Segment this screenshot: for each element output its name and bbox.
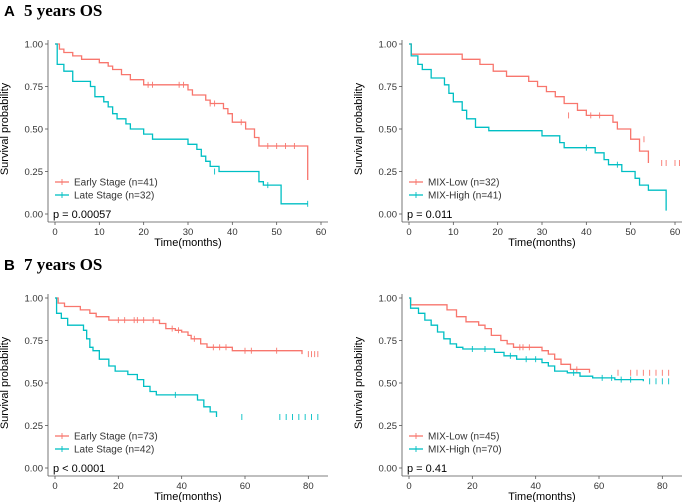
x-tick-label: 20 [138,227,149,238]
y-tick-label: 1.00 [25,40,44,51]
y-tick-label: 1.00 [379,40,398,51]
x-tick-label: 60 [670,227,681,238]
x-axis-title: Time(months) [508,491,575,502]
legend-label: MIX-Low (n=45) [428,432,499,443]
panel-a-title: 5 years OS [24,1,102,20]
km-plot-1: 0.00 0.25 0.50 0.75 1.00 0 10 20 30 40 50 60 Time(mo… [0,40,328,249]
x-tick-label: 80 [303,481,314,492]
survival-curve-teal [409,297,644,382]
x-tick-label: 60 [240,481,251,492]
x-tick-label: 10 [448,227,459,238]
x-tick-label: 20 [467,481,478,492]
y-tick-label: 0.50 [25,379,44,390]
panel-b-title: 7 years OS [24,255,102,274]
x-tick-label: 80 [657,481,668,492]
legend-label: Late Stage (n=32) [74,191,154,202]
survival-curve-teal [409,43,667,211]
y-tick-label: 0.00 [379,210,398,221]
y-tick-label: 0.75 [25,82,44,93]
y-tick-label: 1.00 [379,294,398,305]
y-tick-label: 0.75 [25,336,44,347]
y-tick-label: 0.00 [25,464,44,475]
x-axis-title: Time(months) [154,491,221,502]
survival-curve-red [409,43,650,163]
y-tick-label: 0.25 [379,421,398,432]
y-tick-label: 0.50 [379,125,398,136]
y-tick-label: 0.25 [379,167,398,178]
y-tick-label: 1.00 [25,294,44,305]
survival-curve-red [55,43,309,180]
p-value: p = 0.41 [407,463,447,475]
survival-curve-teal [55,297,218,417]
x-tick-label: 50 [271,227,282,238]
y-tick-label: 0.25 [25,421,44,432]
y-axis-title: Survival probability [353,82,365,175]
x-axis-title: Time(months) [154,237,221,249]
p-value: p < 0.0001 [53,463,105,475]
km-plot-3: 0.00 0.25 0.50 0.75 1.00 0 20 40 60 80 Time(months… [0,294,328,502]
y-tick-label: 0.00 [25,210,44,221]
x-tick-label: 40 [227,227,238,238]
x-tick-label: 0 [52,481,57,492]
x-tick-label: 20 [113,481,124,492]
legend-label: MIX-High (n=70) [428,445,502,456]
km-plot-2: 0.00 0.25 0.50 0.75 1.00 0 10 20 30 40 50 60 Time(mo… [353,40,682,249]
survival-curve-red [55,297,303,355]
y-tick-label: 0.25 [25,167,44,178]
x-tick-label: 0 [406,481,411,492]
y-tick-label: 0.00 [379,464,398,475]
y-tick-label: 0.75 [379,336,398,347]
y-tick-label: 0.75 [379,82,398,93]
x-tick-label: 0 [406,227,411,238]
legend-label: Late Stage (n=42) [74,445,154,456]
x-tick-label: 30 [537,227,548,238]
y-tick-label: 0.50 [25,125,44,136]
x-tick-label: 20 [492,227,503,238]
x-tick-label: 60 [316,227,327,238]
x-tick-label: 0 [52,227,57,238]
y-axis-title: Survival probability [0,82,11,175]
survival-curve-red [409,297,591,373]
y-axis-title: Survival probability [353,336,365,429]
x-axis-title: Time(months) [508,237,575,249]
panel-a-letter: A [4,3,15,20]
plots-group: 0.00 0.25 0.50 0.75 1.00 0 10 20 30 40 50 60 Time(mo… [0,40,682,502]
x-tick-label: 40 [530,481,541,492]
x-tick-label: 50 [625,227,636,238]
x-tick-label: 40 [581,227,592,238]
x-tick-label: 10 [94,227,105,238]
y-tick-label: 0.50 [379,379,398,390]
p-value: p = 0.011 [407,209,452,221]
x-tick-label: 60 [594,481,605,492]
legend-label: Early Stage (n=41) [74,178,158,189]
x-tick-label: 30 [183,227,194,238]
km-plot-4: 0.00 0.25 0.50 0.75 1.00 0 20 40 60 80 Time(months… [353,294,682,502]
legend-label: MIX-Low (n=32) [428,178,499,189]
y-axis-title: Survival probability [0,336,11,429]
p-value: p = 0.00057 [53,209,111,221]
panel-b-letter: B [4,257,15,274]
legend-label: MIX-High (n=41) [428,191,502,202]
legend-label: Early Stage (n=73) [74,432,158,443]
x-tick-label: 40 [176,481,187,492]
survival-curve-teal [55,43,308,205]
